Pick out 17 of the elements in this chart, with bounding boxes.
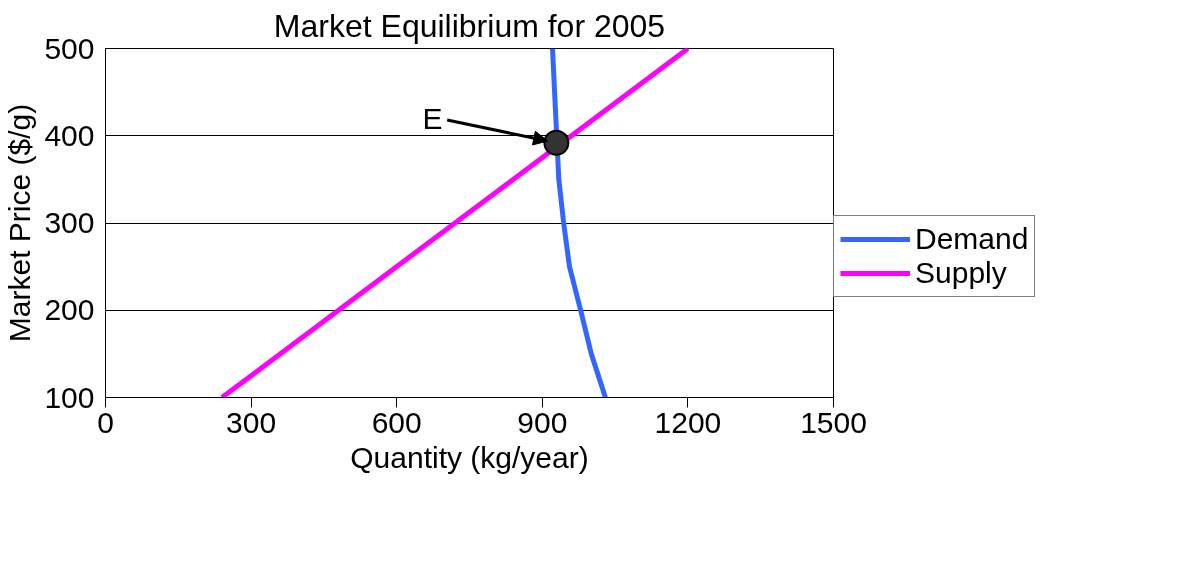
- x-tick-label: 1200: [654, 405, 722, 439]
- x-axis-title: Quantity (kg/year): [350, 440, 589, 474]
- x-tick-label: 900: [517, 405, 568, 439]
- y-axis-title: Market Price ($/g): [3, 103, 37, 343]
- x-tick-label: 300: [226, 405, 277, 439]
- x-tick-label: 600: [371, 405, 422, 439]
- legend-label: Supply: [915, 256, 1007, 290]
- y-tick-label: 300: [44, 206, 95, 239]
- chart-title: Market Equilibrium for 2005: [273, 7, 666, 44]
- y-tick-label: 100: [44, 380, 95, 414]
- legend-label: Demand: [915, 222, 1029, 256]
- y-tick-label: 400: [44, 118, 95, 152]
- x-tick-label: 1500: [800, 405, 867, 439]
- x-tick-label: 0: [97, 405, 114, 439]
- y-tick-label: 500: [44, 31, 95, 65]
- y-tick-label: 200: [44, 293, 95, 327]
- annotation: E: [422, 101, 443, 135]
